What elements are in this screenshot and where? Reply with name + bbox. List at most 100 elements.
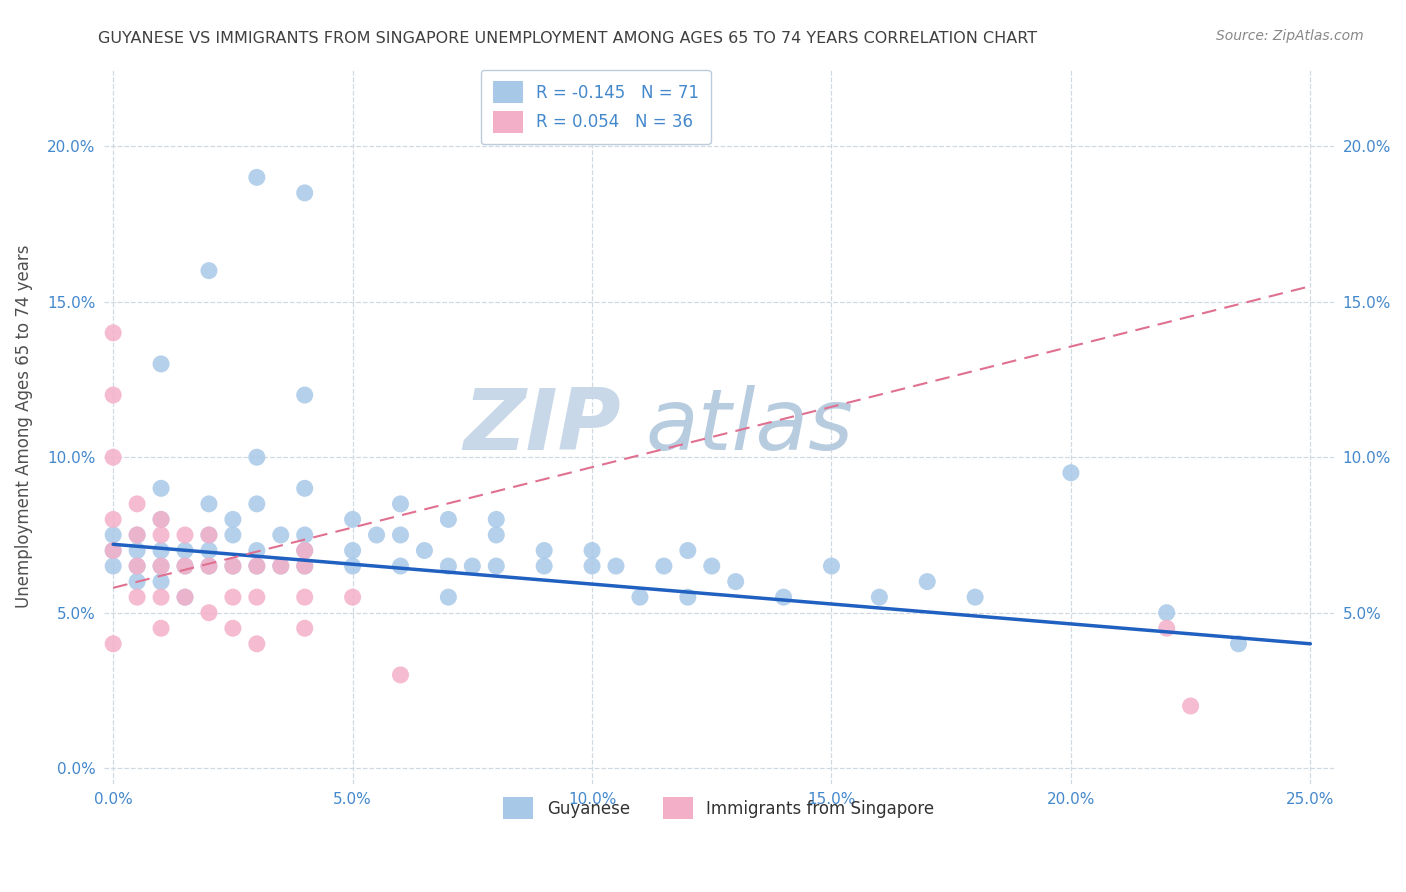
- Point: [246, 590, 269, 604]
- Point: [1180, 698, 1202, 713]
- Point: [174, 528, 197, 542]
- Point: [150, 559, 173, 574]
- Point: [150, 543, 173, 558]
- Point: [294, 481, 316, 495]
- Point: [294, 559, 316, 574]
- Point: [127, 590, 149, 604]
- Point: [127, 574, 149, 589]
- Point: [389, 497, 412, 511]
- Point: [437, 512, 460, 526]
- Point: [820, 559, 842, 574]
- Text: atlas: atlas: [645, 384, 853, 467]
- Point: [676, 590, 699, 604]
- Point: [101, 450, 124, 465]
- Point: [198, 528, 221, 542]
- Point: [246, 170, 269, 185]
- Point: [198, 543, 221, 558]
- Point: [413, 543, 436, 558]
- Point: [222, 559, 245, 574]
- Point: [1060, 466, 1083, 480]
- Point: [270, 528, 292, 542]
- Point: [676, 543, 699, 558]
- Point: [174, 559, 197, 574]
- Point: [101, 543, 124, 558]
- Point: [150, 357, 173, 371]
- Point: [772, 590, 794, 604]
- Point: [533, 543, 555, 558]
- Point: [174, 590, 197, 604]
- Point: [127, 559, 149, 574]
- Text: GUYANESE VS IMMIGRANTS FROM SINGAPORE UNEMPLOYMENT AMONG AGES 65 TO 74 YEARS COR: GUYANESE VS IMMIGRANTS FROM SINGAPORE UN…: [98, 31, 1038, 46]
- Point: [150, 590, 173, 604]
- Point: [1156, 621, 1178, 635]
- Point: [150, 481, 173, 495]
- Point: [101, 512, 124, 526]
- Point: [101, 637, 124, 651]
- Point: [150, 512, 173, 526]
- Point: [198, 528, 221, 542]
- Point: [366, 528, 388, 542]
- Point: [915, 574, 938, 589]
- Point: [437, 590, 460, 604]
- Point: [246, 559, 269, 574]
- Point: [389, 668, 412, 682]
- Point: [700, 559, 723, 574]
- Point: [965, 590, 987, 604]
- Point: [222, 528, 245, 542]
- Point: [294, 621, 316, 635]
- Point: [198, 606, 221, 620]
- Point: [868, 590, 890, 604]
- Point: [437, 559, 460, 574]
- Point: [533, 559, 555, 574]
- Point: [270, 559, 292, 574]
- Point: [294, 543, 316, 558]
- Point: [294, 559, 316, 574]
- Point: [222, 590, 245, 604]
- Point: [1227, 637, 1250, 651]
- Point: [174, 559, 197, 574]
- Point: [246, 637, 269, 651]
- Point: [246, 559, 269, 574]
- Y-axis label: Unemployment Among Ages 65 to 74 years: Unemployment Among Ages 65 to 74 years: [15, 244, 32, 607]
- Point: [581, 559, 603, 574]
- Point: [342, 559, 364, 574]
- Point: [461, 559, 484, 574]
- Point: [581, 543, 603, 558]
- Point: [294, 528, 316, 542]
- Point: [294, 186, 316, 200]
- Point: [198, 559, 221, 574]
- Point: [485, 512, 508, 526]
- Point: [101, 326, 124, 340]
- Point: [127, 543, 149, 558]
- Point: [150, 559, 173, 574]
- Point: [198, 559, 221, 574]
- Point: [246, 450, 269, 465]
- Point: [270, 559, 292, 574]
- Point: [127, 528, 149, 542]
- Point: [174, 590, 197, 604]
- Point: [1156, 606, 1178, 620]
- Point: [150, 621, 173, 635]
- Point: [246, 543, 269, 558]
- Point: [485, 528, 508, 542]
- Point: [652, 559, 675, 574]
- Point: [101, 388, 124, 402]
- Point: [246, 497, 269, 511]
- Point: [724, 574, 747, 589]
- Point: [198, 497, 221, 511]
- Legend: Guyanese, Immigrants from Singapore: Guyanese, Immigrants from Singapore: [496, 790, 941, 825]
- Point: [485, 559, 508, 574]
- Text: ZIP: ZIP: [463, 384, 620, 467]
- Point: [101, 543, 124, 558]
- Text: Source: ZipAtlas.com: Source: ZipAtlas.com: [1216, 29, 1364, 43]
- Point: [127, 528, 149, 542]
- Point: [150, 512, 173, 526]
- Point: [101, 559, 124, 574]
- Point: [101, 528, 124, 542]
- Point: [628, 590, 651, 604]
- Point: [294, 388, 316, 402]
- Point: [605, 559, 627, 574]
- Point: [294, 543, 316, 558]
- Point: [150, 528, 173, 542]
- Point: [174, 543, 197, 558]
